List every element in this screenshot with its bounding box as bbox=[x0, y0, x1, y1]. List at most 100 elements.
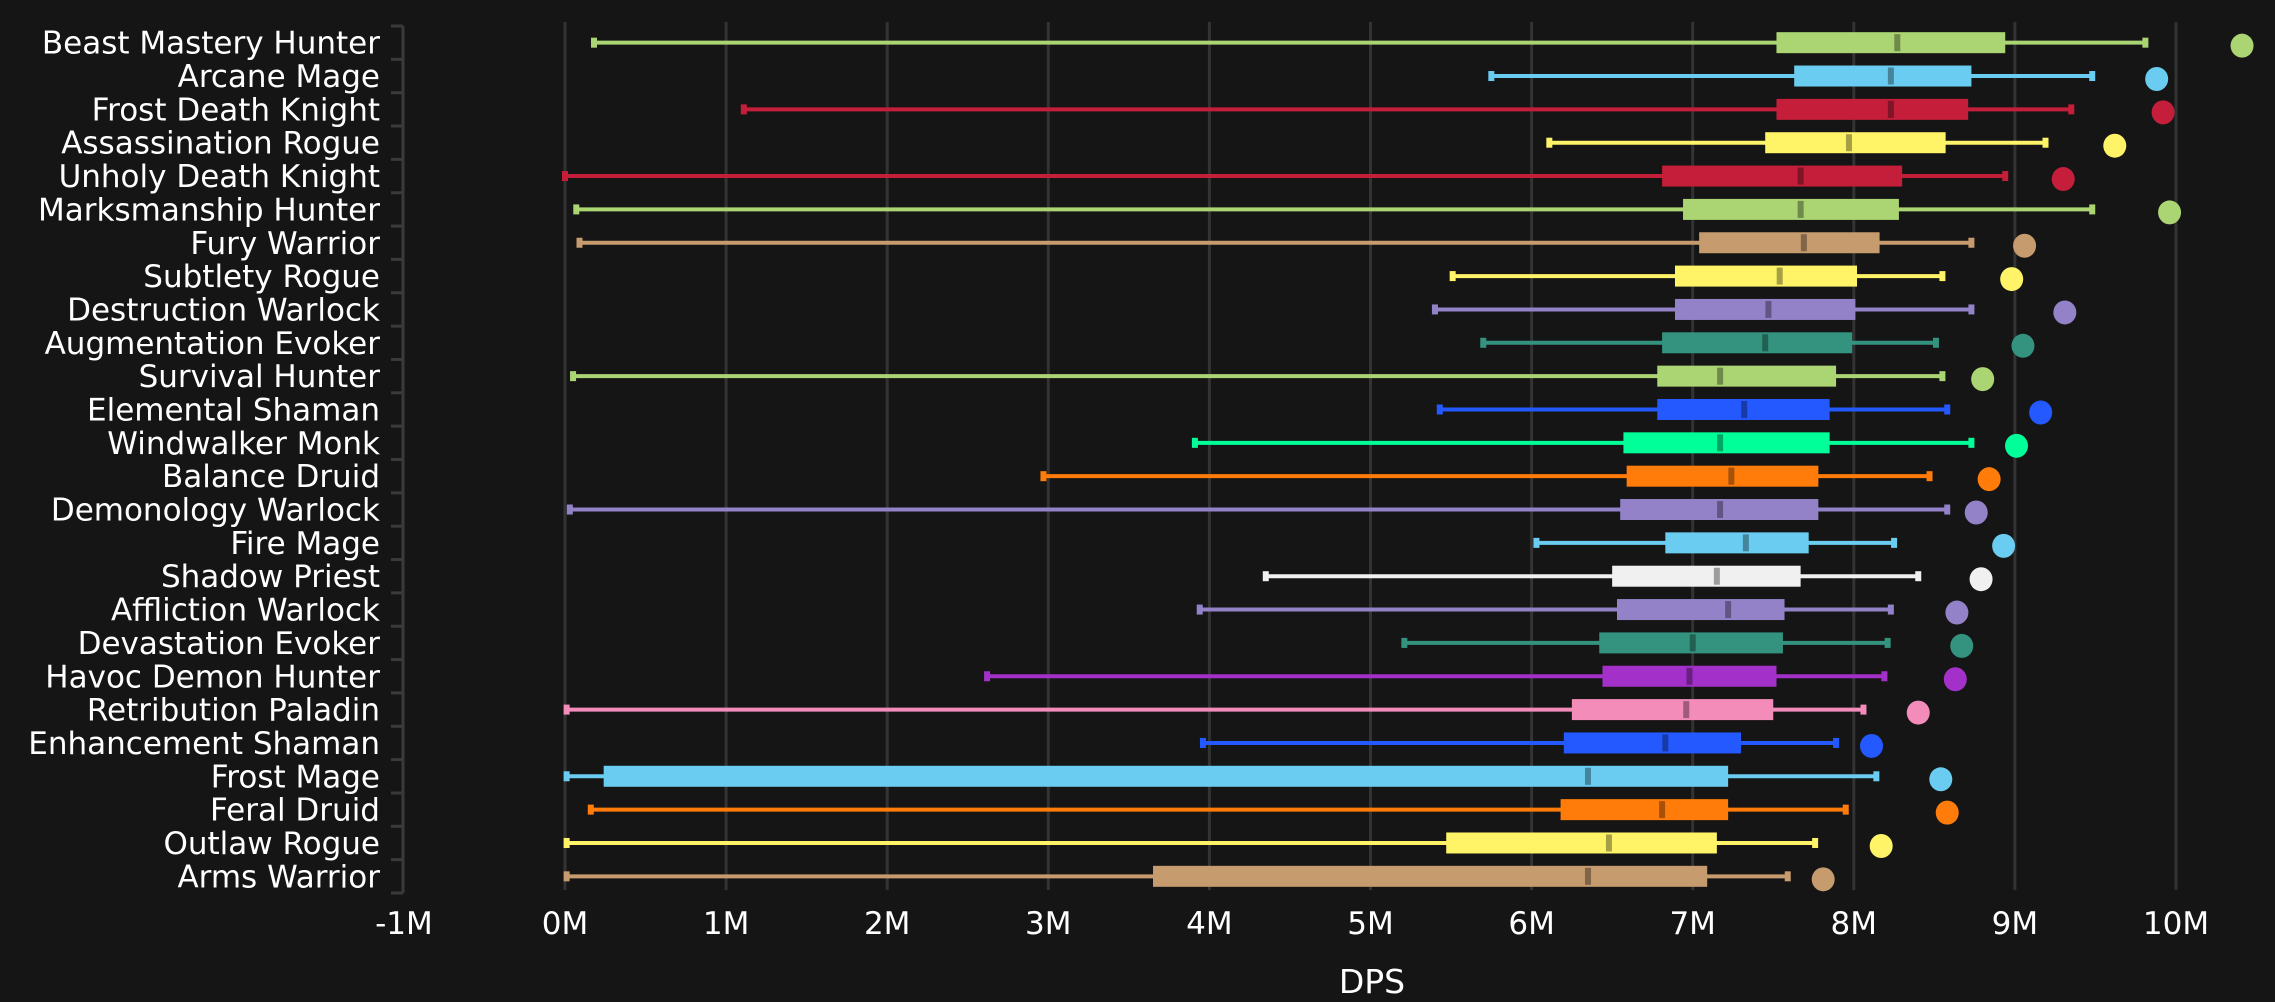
category-label: Havoc Demon Hunter bbox=[45, 659, 380, 695]
category-label: Beast Mastery Hunter bbox=[42, 26, 380, 62]
whisker-cap-max bbox=[1891, 537, 1898, 548]
outlier-point bbox=[2053, 300, 2077, 325]
whisker-cap-min bbox=[562, 171, 568, 182]
median-mark bbox=[1683, 701, 1690, 719]
outlier-point bbox=[2151, 100, 2175, 125]
box-series bbox=[1262, 565, 1993, 592]
whisker-cap-min bbox=[1533, 537, 1540, 548]
iqr-box bbox=[1623, 432, 1830, 454]
category-label: Elemental Shaman bbox=[87, 392, 380, 428]
outlier-point bbox=[2103, 133, 2127, 158]
outlier-point bbox=[2051, 167, 2075, 192]
box-series bbox=[576, 232, 2037, 258]
outlier-point bbox=[1945, 600, 1969, 625]
outlier-point bbox=[2230, 33, 2254, 58]
category-label: Assassination Rogue bbox=[61, 126, 380, 162]
box-series bbox=[740, 98, 2175, 125]
whisker-cap-min bbox=[1431, 304, 1438, 315]
iqr-box bbox=[603, 765, 1729, 787]
box-series bbox=[1040, 465, 2001, 492]
whisker-cap-min bbox=[1040, 471, 1047, 482]
whisker-cap-min bbox=[1401, 637, 1408, 648]
iqr-box bbox=[1683, 198, 1899, 220]
whisker-cap-max bbox=[2042, 137, 2049, 148]
whisker-cap-min bbox=[1488, 71, 1495, 82]
category-label: Feral Druid bbox=[210, 793, 380, 829]
iqr-box bbox=[1616, 599, 1785, 621]
outlier-point bbox=[2145, 67, 2169, 92]
x-tick-label: 6M bbox=[1508, 906, 1554, 942]
box-series bbox=[563, 765, 1953, 792]
whisker-cap-min bbox=[1199, 737, 1206, 748]
median-mark bbox=[1584, 767, 1591, 785]
outlier-point bbox=[1992, 533, 2016, 558]
whisker-cap-min bbox=[1436, 404, 1443, 415]
box-series bbox=[1196, 599, 1969, 625]
box-series bbox=[587, 799, 1959, 825]
whisker-cap-max bbox=[1842, 804, 1849, 815]
whisker-cap-max bbox=[1860, 704, 1867, 715]
category-label: Fire Mage bbox=[230, 526, 380, 562]
category-label: Retribution Paladin bbox=[87, 693, 380, 729]
median-mark bbox=[1845, 134, 1852, 152]
category-label: Destruction Warlock bbox=[67, 292, 380, 328]
median-mark bbox=[1686, 667, 1693, 685]
iqr-box bbox=[1665, 532, 1809, 554]
iqr-box bbox=[1674, 298, 1856, 320]
iqr-box bbox=[1563, 732, 1742, 754]
median-mark bbox=[1797, 200, 1804, 218]
median-mark bbox=[1762, 334, 1769, 352]
whisker-cap-max bbox=[1887, 604, 1894, 615]
median-mark bbox=[1605, 834, 1612, 852]
box-series bbox=[590, 32, 2254, 58]
iqr-box bbox=[1662, 165, 1903, 187]
whisker-cap-max bbox=[1939, 371, 1946, 382]
whisker-cap-max bbox=[1944, 504, 1951, 515]
whisker-cap-min bbox=[563, 771, 570, 782]
iqr-box bbox=[1794, 65, 1972, 87]
category-label: Subtlety Rogue bbox=[143, 259, 380, 295]
x-tick-label: 4M bbox=[1186, 906, 1232, 942]
y-axis bbox=[391, 24, 405, 895]
box-series bbox=[1199, 732, 1884, 758]
category-label: Outlaw Rogue bbox=[163, 826, 380, 862]
whisker-cap-min bbox=[576, 237, 583, 248]
outlier-point bbox=[1869, 833, 1893, 858]
iqr-box bbox=[1446, 832, 1717, 854]
median-mark bbox=[1659, 801, 1666, 819]
category-label: Augmentation Evoker bbox=[45, 326, 381, 362]
box-series bbox=[563, 699, 1930, 725]
category-label: Demonology Warlock bbox=[51, 493, 380, 529]
outlier-point bbox=[1950, 633, 1974, 658]
median-mark bbox=[1728, 467, 1735, 485]
median-mark bbox=[1741, 400, 1748, 418]
outlier-point bbox=[1935, 800, 1959, 825]
median-mark bbox=[1887, 100, 1894, 118]
box-series bbox=[570, 365, 1995, 392]
box-series bbox=[1401, 632, 1974, 658]
category-label: Devastation Evoker bbox=[78, 626, 381, 662]
whisker-cap-max bbox=[1873, 771, 1880, 782]
iqr-box bbox=[1765, 132, 1946, 154]
outlier-point bbox=[2005, 433, 2029, 458]
iqr-box bbox=[1776, 98, 1969, 120]
whisker-cap-min bbox=[563, 871, 570, 882]
x-axis-title: DPS bbox=[1339, 962, 1405, 1001]
whisker-cap-max bbox=[1784, 871, 1791, 882]
x-tick-label: 1M bbox=[703, 906, 749, 942]
median-mark bbox=[1725, 601, 1732, 619]
outlier-point bbox=[1811, 867, 1835, 892]
whisker-cap-min bbox=[587, 804, 594, 815]
whisker-cap-max bbox=[1812, 837, 1819, 848]
median-mark bbox=[1887, 67, 1894, 85]
outlier-point bbox=[1964, 500, 1988, 525]
median-mark bbox=[1662, 734, 1669, 752]
median-mark bbox=[1584, 867, 1591, 885]
whisker-cap-min bbox=[566, 504, 573, 515]
category-label: Survival Hunter bbox=[139, 359, 381, 395]
median-mark bbox=[1776, 267, 1783, 285]
box-series bbox=[563, 865, 1835, 892]
iqr-box bbox=[1662, 332, 1853, 354]
outlier-point bbox=[2158, 200, 2182, 225]
